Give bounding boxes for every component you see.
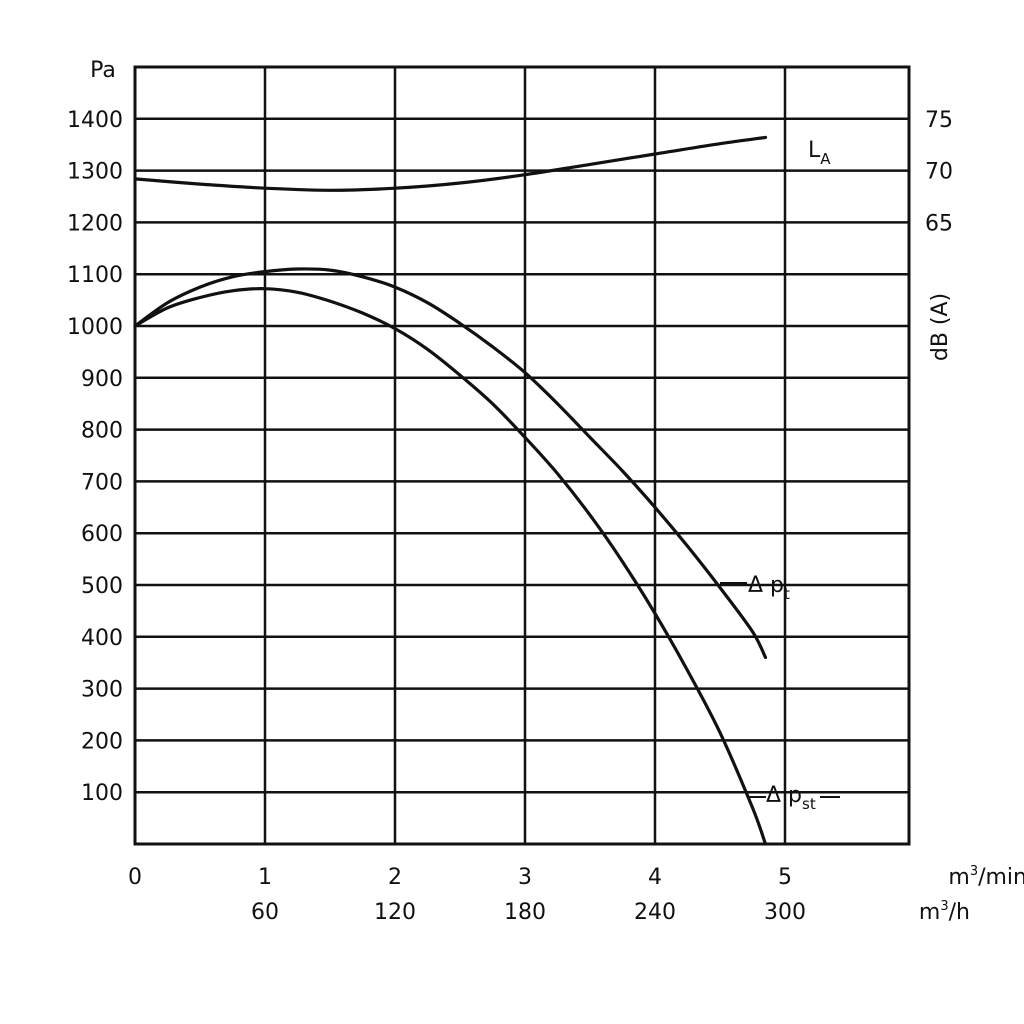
curve-st	[133, 287, 768, 846]
x2-unit-base: m	[919, 900, 940, 925]
y-tick-label: 1100	[67, 263, 123, 288]
y-tick-label: 200	[81, 729, 123, 754]
series-label-a: LA	[808, 138, 831, 168]
x2-tick-label: 240	[634, 900, 676, 925]
series-label-main: Δ p	[766, 783, 802, 808]
x-unit-base: m	[948, 865, 969, 890]
x-tick-label: 2	[388, 865, 402, 890]
y-tick-label: 1000	[67, 315, 123, 340]
x-unit-rest: /min	[978, 865, 1024, 890]
y-tick-label: 100	[81, 781, 123, 806]
curve-a	[133, 135, 768, 192]
x2-tick-label: 300	[764, 900, 806, 925]
x2-unit-rest: /h	[949, 900, 970, 925]
y-tick-label: 700	[81, 470, 123, 495]
x2-unit-sup: 3	[940, 899, 948, 914]
x2-axis-unit: m3/h	[919, 899, 970, 925]
y-axis-unit: Pa	[90, 58, 116, 83]
x-tick-label: 5	[778, 865, 792, 890]
series-label-main: L	[808, 138, 821, 163]
series-label-st: Δ pst	[766, 783, 816, 813]
x2-tick-label: 180	[504, 900, 546, 925]
y-tick-label: 900	[81, 367, 123, 392]
curve-t	[133, 267, 768, 660]
x2-tick-label: 60	[251, 900, 279, 925]
x2-tick-label: 120	[374, 900, 416, 925]
x-tick-label: 4	[648, 865, 662, 890]
y-tick-label: 1300	[67, 160, 123, 185]
axis-labels: 1002003004005006007008009001000110012001…	[67, 108, 953, 925]
y-tick-label: 1200	[67, 211, 123, 236]
x-tick-label: 3	[518, 865, 532, 890]
y-tick-label: 800	[81, 419, 123, 444]
series-label-t: Δ pt	[748, 573, 790, 603]
y2-tick-label: 75	[925, 108, 953, 133]
curves	[133, 135, 768, 846]
series-label-sub: t	[784, 585, 790, 603]
series-label-sub: A	[820, 150, 831, 168]
series-label-sub: st	[802, 795, 816, 813]
y-tick-label: 400	[81, 626, 123, 651]
plot-frame	[133, 65, 911, 846]
x-axis-unit: m3/min	[948, 864, 1024, 890]
y2-tick-label: 70	[925, 160, 953, 185]
grid	[135, 67, 909, 844]
y-tick-label: 1400	[67, 108, 123, 133]
y-tick-label: 500	[81, 574, 123, 599]
y2-axis-label: dB (A)	[928, 293, 953, 361]
y2-tick-label: 65	[925, 211, 953, 236]
x-unit-sup: 3	[970, 864, 978, 879]
y-tick-label: 600	[81, 522, 123, 547]
series-label-main: Δ p	[748, 573, 784, 598]
y-tick-label: 300	[81, 678, 123, 703]
x-tick-label: 1	[258, 865, 272, 890]
x-tick-label: 0	[128, 865, 142, 890]
